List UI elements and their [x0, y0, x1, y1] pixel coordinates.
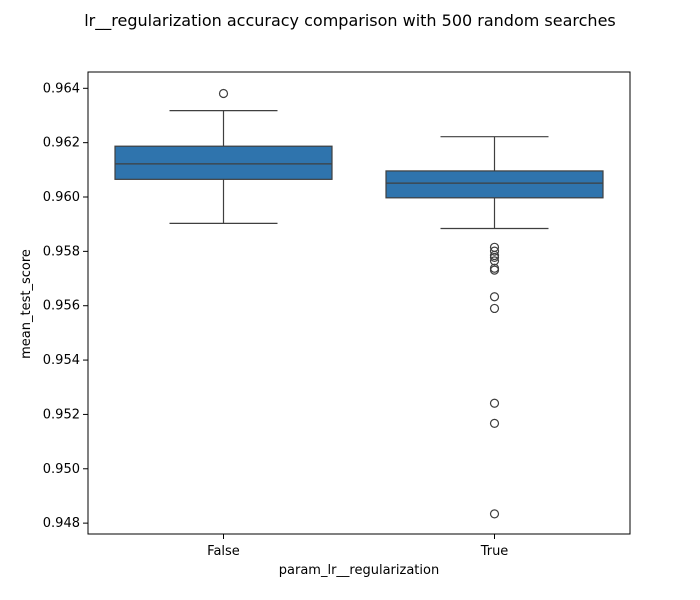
- y-tick-label: 0.956: [43, 299, 80, 314]
- outlier-point: [489, 418, 500, 428]
- x-tick-label: False: [207, 544, 240, 559]
- plot-frame: [87, 71, 631, 535]
- outlier-point: [489, 256, 500, 266]
- outlier-point: [489, 509, 500, 519]
- chart-title: lr__regularization accuracy comparison w…: [84, 11, 616, 31]
- box-body: [385, 170, 604, 199]
- y-tick-label: 0.954: [43, 353, 80, 368]
- y-axis-label: mean_test_score: [19, 249, 34, 359]
- y-tick-label: 0.952: [43, 407, 80, 422]
- outlier-point: [489, 252, 500, 262]
- y-tick-label: 0.958: [43, 244, 80, 259]
- y-tick-label: 0.964: [43, 81, 80, 96]
- outlier-point: [489, 246, 500, 256]
- y-tick-label: 0.960: [43, 190, 80, 205]
- outlier-point: [489, 292, 500, 302]
- plot-layer: 0.948 0.950 0.952 0.954 0.956 0.958 0.960 0.962…: [43, 71, 631, 559]
- outlier-point: [218, 88, 229, 99]
- y-tick-label: 0.948: [43, 516, 80, 531]
- x-axis-label: param_lr__regularization: [279, 563, 439, 578]
- box-body: [114, 145, 333, 180]
- outlier-point: [489, 265, 500, 275]
- outlier-point: [489, 398, 500, 408]
- y-tick-label: 0.962: [43, 136, 80, 151]
- y-tick-label: 0.950: [43, 462, 80, 477]
- x-tick-label: True: [480, 544, 509, 559]
- outlier-point: [489, 303, 500, 314]
